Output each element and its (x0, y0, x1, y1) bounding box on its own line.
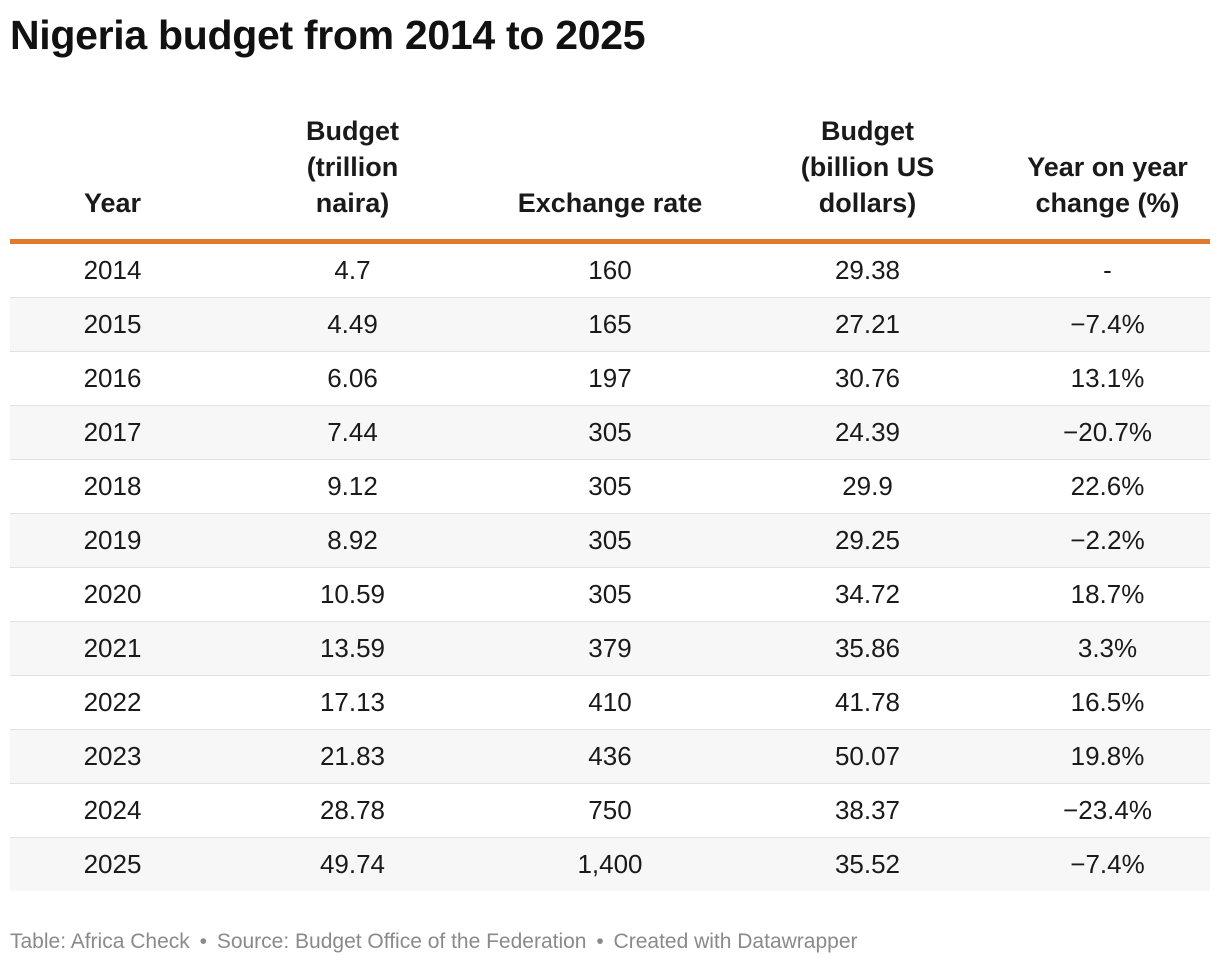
table-row: 2015 4.49 165 27.21 −7.4% (10, 297, 1210, 352)
cell-budget-usd: 50.07 (730, 729, 1005, 784)
cell-year: 2016 (10, 351, 215, 406)
budget-table: Year Budget (trillion naira) Exchange rate Bu… (10, 113, 1210, 891)
cell-exchange-rate: 305 (490, 513, 730, 568)
cell-year: 2015 (10, 297, 215, 352)
cell-budget-usd: 29.38 (730, 241, 1005, 298)
table-header-row: Year Budget (trillion naira) Exchange rate Bu… (10, 113, 1210, 244)
cell-yoy-change: 19.8% (1005, 729, 1210, 784)
cell-year: 2017 (10, 405, 215, 460)
table-body: 2014 4.7 160 29.38-2015 4.49 165 27.21 −7.4% 201… (10, 241, 1210, 891)
cell-yoy-change: 3.3% (1005, 621, 1210, 676)
header-line: naira) (315, 188, 390, 218)
created-with: Created with Datawrapper (613, 930, 858, 953)
header-line: change (%) (1035, 188, 1180, 218)
table-row: 2019 8.92 305 29.25 −2.2% (10, 513, 1210, 568)
cell-budget-naira: 49.74 (215, 837, 490, 891)
source-credit: Source: Budget Office of the Federation (216, 930, 587, 953)
header-line: dollars) (818, 188, 917, 218)
cell-budget-naira: 4.49 (215, 297, 490, 352)
table-row: 2020 10.59 305 34.72 18.7% (10, 567, 1210, 622)
header-line: Exchange rate (517, 188, 703, 218)
footer-credits: Table: Africa Check • Source: Budget Off… (10, 930, 858, 954)
separator: • (199, 930, 207, 953)
header-line: Budget (821, 116, 914, 146)
header-line: Budget (306, 116, 399, 146)
cell-yoy-change: 18.7% (1005, 567, 1210, 622)
cell-exchange-rate: 197 (490, 351, 730, 406)
cell-budget-usd: 41.78 (730, 675, 1005, 730)
cell-year: 2025 (10, 837, 215, 891)
cell-budget-naira: 17.13 (215, 675, 490, 730)
cell-exchange-rate: 305 (490, 405, 730, 460)
table-row: 2024 28.78 750 38.37 −23.4% (10, 783, 1210, 838)
cell-budget-naira: 7.44 (215, 405, 490, 460)
table-row: 2016 6.06 197 30.76 13.1% (10, 351, 1210, 406)
table-row: 2025 49.74 1,400 35.52 −7.4% (10, 837, 1210, 891)
cell-exchange-rate: 160 (490, 241, 730, 298)
page-title: Nigeria budget from 2014 to 2025 (10, 12, 646, 58)
table-row: 2014 4.7 160 29.38- (10, 241, 1210, 298)
table-row: 2017 7.44 305 24.39 −20.7% (10, 405, 1210, 460)
cell-budget-usd: 29.9 (730, 459, 1005, 514)
cell-budget-naira: 9.12 (215, 459, 490, 514)
cell-budget-usd: 35.52 (730, 837, 1005, 891)
col-header-yoy-change: Year on year change (%) (1005, 113, 1210, 244)
cell-budget-naira: 4.7 (215, 241, 490, 298)
cell-year: 2020 (10, 567, 215, 622)
cell-budget-naira: 10.59 (215, 567, 490, 622)
header-line: Year on year (1027, 152, 1188, 182)
cell-yoy-change: −7.4% (1005, 837, 1210, 891)
cell-exchange-rate: 379 (490, 621, 730, 676)
cell-budget-usd: 38.37 (730, 783, 1005, 838)
cell-budget-naira: 8.92 (215, 513, 490, 568)
separator: • (596, 930, 604, 953)
cell-exchange-rate: 305 (490, 567, 730, 622)
table-row: 2023 21.83 436 50.07 19.8% (10, 729, 1210, 784)
cell-yoy-change: −20.7% (1005, 405, 1210, 460)
cell-yoy-change: −2.2% (1005, 513, 1210, 568)
cell-yoy-change: −23.4% (1005, 783, 1210, 838)
cell-budget-naira: 28.78 (215, 783, 490, 838)
cell-exchange-rate: 750 (490, 783, 730, 838)
cell-year: 2014 (10, 241, 215, 298)
cell-yoy-change: - (1005, 241, 1210, 298)
header-line: (billion US (800, 152, 935, 182)
cell-exchange-rate: 436 (490, 729, 730, 784)
cell-exchange-rate: 305 (490, 459, 730, 514)
cell-exchange-rate: 410 (490, 675, 730, 730)
table-row: 2022 17.13 410 41.78 16.5% (10, 675, 1210, 730)
table-credit: Table: Africa Check (10, 930, 190, 953)
cell-budget-naira: 13.59 (215, 621, 490, 676)
cell-budget-usd: 27.21 (730, 297, 1005, 352)
cell-budget-usd: 29.25 (730, 513, 1005, 568)
cell-budget-usd: 30.76 (730, 351, 1005, 406)
cell-yoy-change: 22.6% (1005, 459, 1210, 514)
cell-budget-naira: 6.06 (215, 351, 490, 406)
cell-budget-usd: 34.72 (730, 567, 1005, 622)
table-row: 2021 13.59 379 35.86 3.3% (10, 621, 1210, 676)
col-header-exchange-rate: Exchange rate (490, 113, 730, 244)
cell-yoy-change: 16.5% (1005, 675, 1210, 730)
col-header-budget-usd: Budget (billion US dollars) (730, 113, 1005, 244)
cell-year: 2024 (10, 783, 215, 838)
cell-yoy-change: 13.1% (1005, 351, 1210, 406)
cell-budget-naira: 21.83 (215, 729, 490, 784)
header-line: (trillion (306, 152, 399, 182)
cell-exchange-rate: 1,400 (490, 837, 730, 891)
table-row: 2018 9.12 305 29.9 22.6% (10, 459, 1210, 514)
cell-year: 2023 (10, 729, 215, 784)
cell-exchange-rate: 165 (490, 297, 730, 352)
cell-year: 2018 (10, 459, 215, 514)
cell-yoy-change: −7.4% (1005, 297, 1210, 352)
col-header-year: Year (10, 113, 215, 244)
header-line: Year (83, 188, 142, 218)
cell-budget-usd: 24.39 (730, 405, 1005, 460)
cell-year: 2019 (10, 513, 215, 568)
cell-budget-usd: 35.86 (730, 621, 1005, 676)
cell-year: 2022 (10, 675, 215, 730)
col-header-budget-naira: Budget (trillion naira) (215, 113, 490, 244)
cell-year: 2021 (10, 621, 215, 676)
